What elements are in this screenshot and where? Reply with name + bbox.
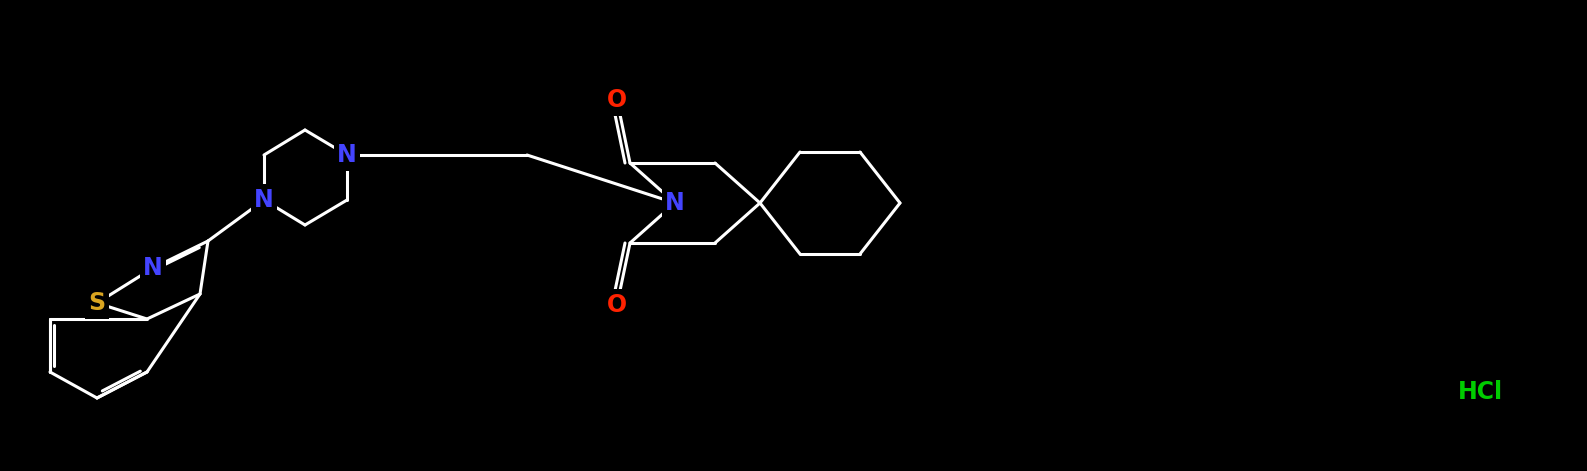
Text: HCl: HCl xyxy=(1457,380,1503,404)
Text: O: O xyxy=(606,88,627,112)
Text: N: N xyxy=(665,191,686,215)
Text: S: S xyxy=(89,291,106,315)
Text: N: N xyxy=(336,143,357,167)
Text: N: N xyxy=(254,188,275,212)
Text: O: O xyxy=(606,293,627,317)
Text: N: N xyxy=(143,256,163,280)
